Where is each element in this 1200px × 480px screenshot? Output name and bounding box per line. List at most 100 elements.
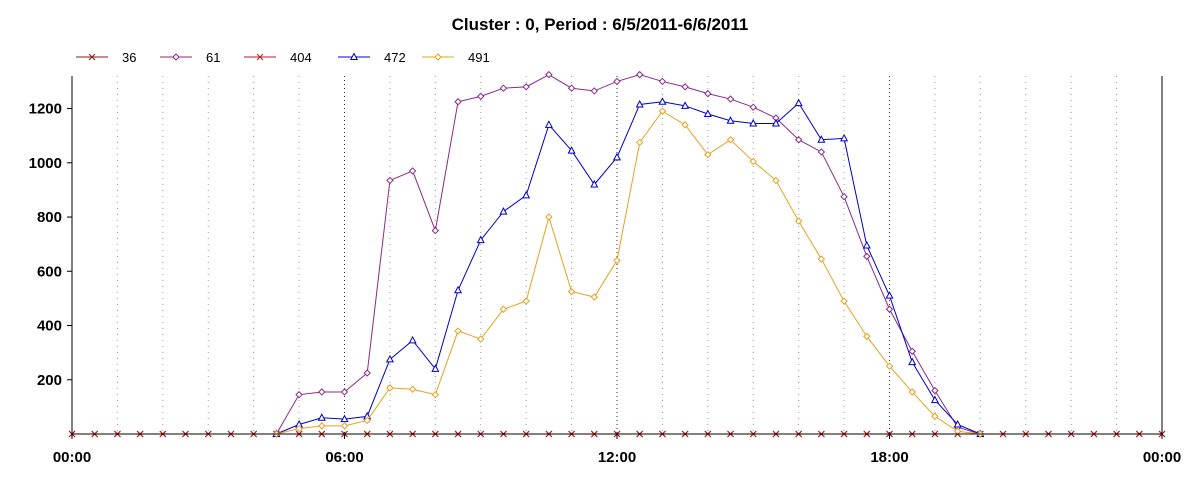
data-point-61	[567, 84, 576, 92]
data-point-472	[431, 364, 440, 372]
data-point-491	[636, 138, 644, 147]
grid	[116, 76, 1118, 434]
data-point-61	[704, 89, 712, 98]
legend-item-61: 61	[160, 50, 220, 65]
y-tick-label: 1000	[29, 155, 62, 172]
data-point-61	[794, 136, 803, 144]
data-point-472	[771, 118, 780, 127]
data-point-472	[635, 99, 644, 108]
data-point-61	[636, 70, 644, 79]
data-point-491	[386, 384, 394, 392]
data-point-61	[726, 95, 735, 103]
series-line-61	[275, 74, 981, 435]
legend-marker	[88, 53, 96, 61]
data-point-491	[794, 217, 803, 225]
data-point-61	[363, 369, 371, 377]
series-472	[272, 97, 985, 437]
data-point-491	[431, 390, 440, 399]
legend-label: 61	[206, 50, 220, 65]
data-point-61	[908, 347, 916, 355]
data-point-472	[340, 414, 349, 423]
legend-marker	[434, 53, 442, 61]
data-point-491	[749, 157, 757, 166]
data-point-472	[590, 179, 599, 188]
data-point-491	[567, 287, 576, 296]
legend-label: 404	[290, 50, 312, 65]
data-point-491	[590, 293, 598, 301]
data-point-472	[612, 152, 622, 161]
legend-label: 491	[468, 50, 490, 65]
data-point-61	[386, 176, 394, 185]
chart-title: Cluster : 0, Period : 6/5/2011-6/6/2011	[452, 15, 749, 34]
data-point-491	[295, 424, 303, 433]
data-point-491	[908, 388, 916, 396]
data-point-491	[340, 422, 349, 430]
data-point-472	[794, 98, 803, 107]
data-point-491	[817, 255, 826, 263]
axes: 200 400 600 800 1000 1200 00:00 06:00 12:00 18:00…	[29, 76, 1181, 466]
data-point-472	[681, 101, 690, 109]
legend: 36 61 404 472 491	[76, 50, 490, 65]
legend-item-36: 36	[76, 50, 136, 65]
data-point-491	[545, 213, 553, 221]
data-point-491	[454, 327, 462, 335]
data-point-472	[726, 116, 735, 124]
data-point-61	[885, 305, 894, 313]
legend-item-472: 472	[338, 50, 406, 65]
legend-item-491: 491	[422, 50, 490, 65]
data-point-491	[953, 427, 962, 435]
legend-label: 472	[384, 50, 406, 65]
data-point-472	[840, 133, 849, 142]
data-point-61	[931, 386, 939, 395]
x-tick-label: 18:00	[870, 449, 908, 466]
data-point-491	[363, 416, 371, 425]
series-line-472	[276, 101, 981, 435]
data-point-491	[522, 297, 530, 305]
data-point-61	[545, 70, 553, 79]
data-point-61	[477, 92, 485, 101]
plot-area	[68, 70, 1166, 438]
data-point-472	[544, 120, 553, 128]
data-point-472	[817, 135, 826, 143]
data-point-472	[476, 235, 485, 244]
data-point-472	[317, 413, 326, 421]
x-tick-label: 12:00	[598, 449, 636, 466]
data-point-491	[840, 297, 848, 305]
data-point-491	[681, 121, 689, 129]
data-point-472	[885, 291, 894, 299]
data-point-61	[863, 252, 871, 261]
data-point-491	[477, 335, 485, 343]
legend-label: 36	[122, 50, 136, 65]
y-tick-label: 1200	[29, 101, 62, 118]
y-tick-label: 200	[37, 372, 62, 389]
data-point-491	[658, 107, 667, 115]
data-point-61	[681, 83, 689, 91]
data-point-61	[454, 98, 462, 106]
data-point-61	[840, 192, 848, 201]
data-point-61	[613, 77, 621, 86]
data-point-491	[931, 412, 939, 421]
data-point-472	[385, 354, 394, 363]
x-tick-label: 06:00	[325, 449, 363, 466]
series-line-491	[276, 110, 981, 435]
data-point-491	[772, 176, 780, 185]
y-tick-label: 600	[37, 263, 62, 280]
x-tick-label: 00:00	[1143, 449, 1181, 466]
x-tick-label: 00:00	[53, 449, 91, 466]
data-point-472	[703, 109, 712, 117]
y-tick-label: 400	[37, 318, 62, 335]
data-point-61	[431, 226, 440, 235]
series-61	[272, 70, 985, 438]
data-point-472	[862, 240, 871, 249]
data-point-491	[726, 136, 735, 144]
data-point-61	[408, 167, 417, 175]
data-point-472	[522, 190, 531, 199]
legend-marker	[172, 53, 180, 61]
data-point-472	[408, 335, 417, 344]
data-point-61	[295, 390, 303, 399]
legend-item-404: 404	[244, 50, 312, 65]
data-point-472	[454, 285, 463, 294]
data-point-491	[704, 150, 712, 159]
data-point-491	[318, 422, 326, 430]
data-point-472	[930, 395, 939, 404]
